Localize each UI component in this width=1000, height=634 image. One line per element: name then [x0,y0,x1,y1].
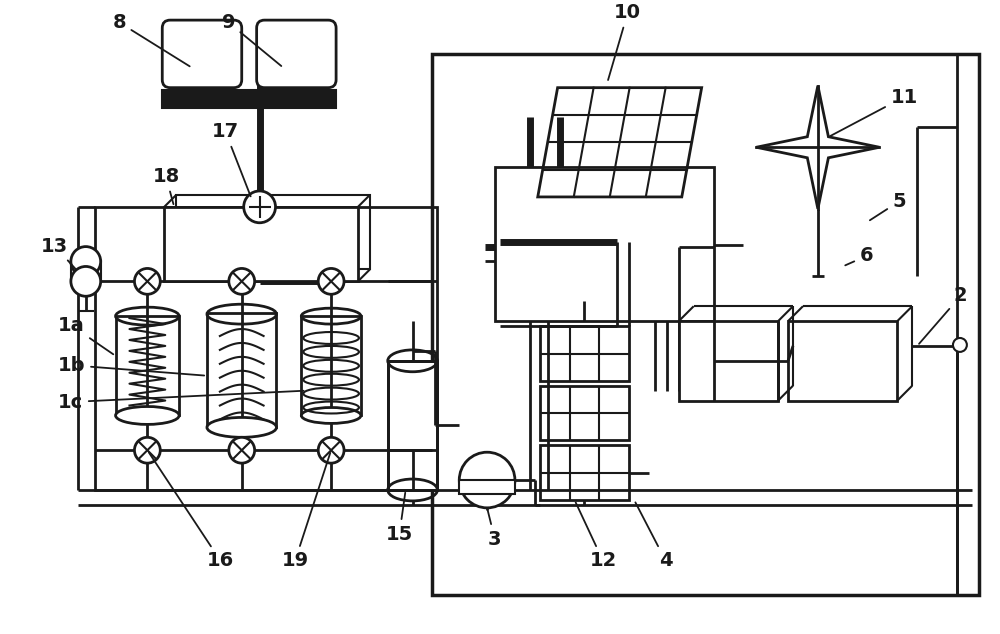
Text: 10: 10 [608,3,641,80]
Text: 6: 6 [845,247,873,266]
Bar [495,167,714,321]
Bar [162,89,336,108]
Text: 17: 17 [212,122,251,197]
Bar [207,313,276,427]
Circle shape [953,338,967,352]
Bar [432,54,979,595]
Text: 18: 18 [152,167,180,204]
Text: 1c: 1c [58,391,304,411]
Circle shape [244,191,276,223]
Text: 16: 16 [149,453,234,571]
Text: 8: 8 [113,13,190,67]
Text: 4: 4 [635,502,673,571]
Bar [540,445,629,500]
Text: 3: 3 [488,510,502,548]
Bar [788,321,897,401]
Text: 1b: 1b [58,356,204,375]
Circle shape [459,452,515,508]
Circle shape [318,268,344,294]
Text: 12: 12 [576,502,617,571]
Bar [116,316,179,415]
Bar [164,207,358,281]
Text: 19: 19 [281,453,330,571]
Circle shape [229,437,255,463]
Circle shape [134,437,160,463]
Bar [540,326,629,380]
Bar [459,480,515,494]
Text: 11: 11 [830,87,918,136]
Bar [388,361,437,490]
Ellipse shape [116,406,179,424]
Circle shape [71,247,101,276]
Bar [71,261,101,281]
FancyBboxPatch shape [162,20,242,87]
Ellipse shape [207,417,276,437]
Text: 13: 13 [41,236,76,269]
Bar [95,207,437,490]
Bar [176,195,370,269]
Text: 9: 9 [222,13,281,66]
Circle shape [229,268,255,294]
Bar [388,361,437,490]
Ellipse shape [301,408,361,424]
Text: 1a: 1a [58,316,113,354]
Bar [540,385,629,440]
Text: 15: 15 [386,493,413,543]
Text: 2: 2 [919,286,968,344]
Bar [679,321,778,401]
Circle shape [71,266,101,296]
Circle shape [318,437,344,463]
FancyBboxPatch shape [257,20,336,87]
Circle shape [134,268,160,294]
Bar [301,316,361,415]
Text: 5: 5 [870,192,906,220]
